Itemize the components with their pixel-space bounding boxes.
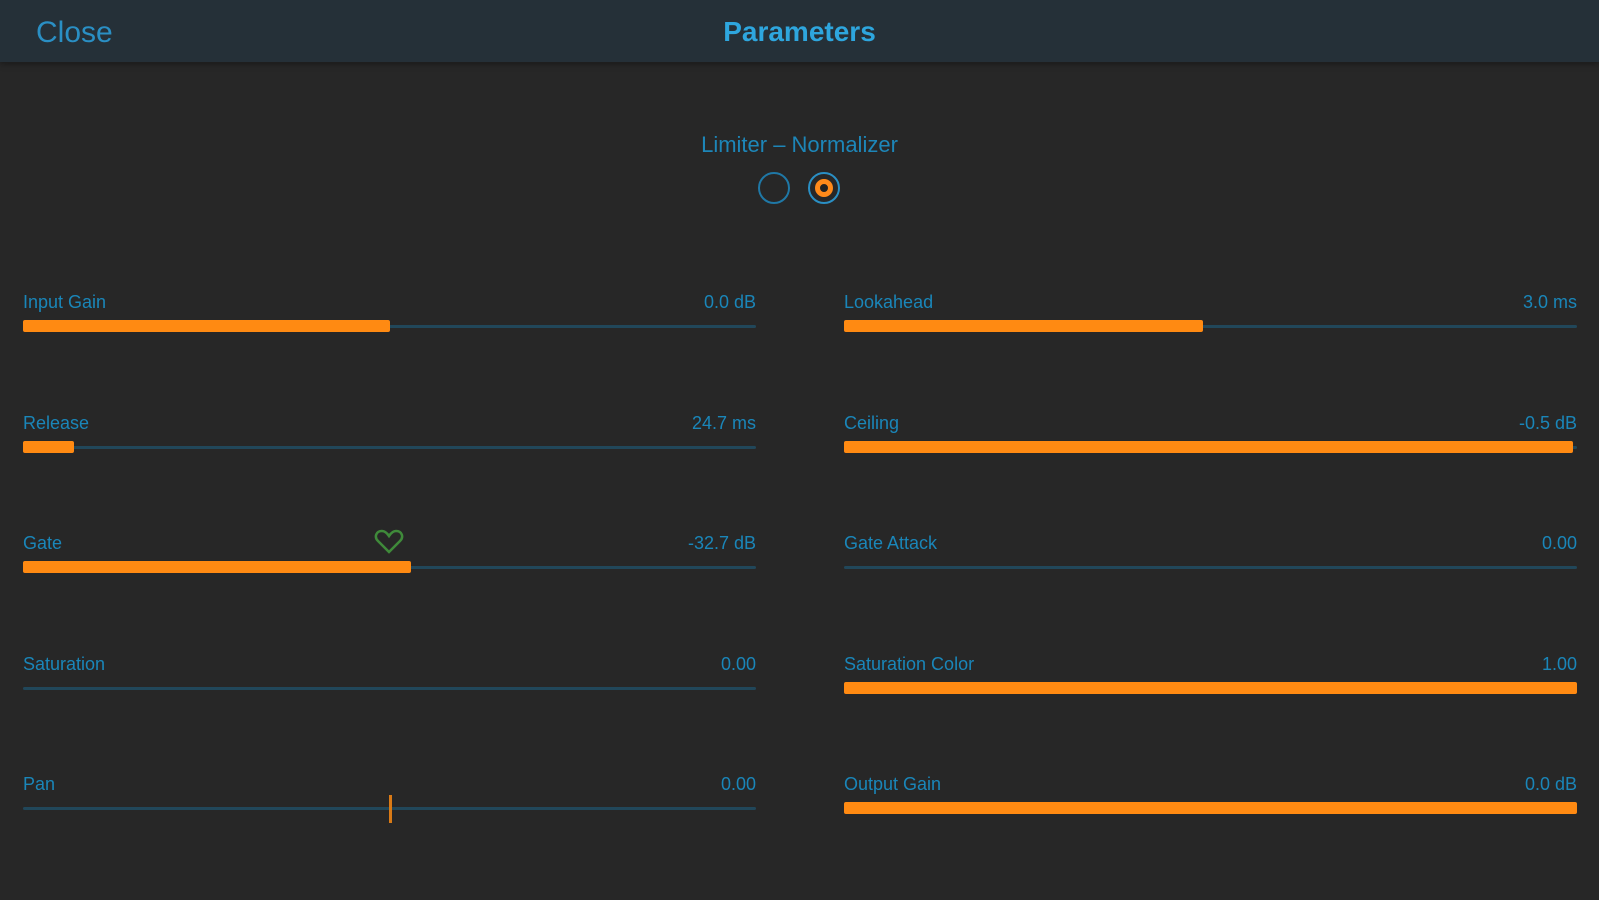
param-label: Gate: [23, 533, 63, 553]
param-label: Lookahead: [844, 292, 934, 312]
param-value: 0.0 dB: [703, 292, 756, 312]
param-value: 24.7 ms: [691, 413, 756, 433]
mode-title: Limiter – Normalizer: [701, 132, 898, 157]
saturation-slider[interactable]: [23, 687, 756, 690]
page-title: Parameters: [723, 16, 876, 47]
param-value: 0.00: [1541, 533, 1577, 553]
param-label: Input Gain: [23, 292, 107, 312]
param-value: 0.0 dB: [1524, 774, 1577, 794]
gate-slider[interactable]: [23, 561, 756, 573]
param-release: Release 24.7 ms: [23, 413, 756, 483]
slider-fill: [844, 441, 1574, 453]
param-gate-attack: Gate Attack 0.00: [844, 533, 1577, 603]
param-gate: Gate -32.7 dB: [23, 529, 756, 603]
heart-icon[interactable]: [374, 529, 404, 555]
param-label: Saturation: [23, 654, 106, 674]
close-button[interactable]: Close: [36, 16, 113, 49]
mode-radio-normalizer[interactable]: [808, 172, 840, 204]
param-saturation-color: Saturation Color 1.00: [844, 654, 1577, 724]
param-label: Gate Attack: [844, 533, 938, 553]
gate-attack-slider[interactable]: [844, 566, 1577, 569]
slider-fill: [844, 802, 1577, 814]
param-value: -32.7 dB: [687, 533, 756, 553]
slider-fill: [23, 561, 412, 573]
param-ceiling: Ceiling -0.5 dB: [844, 413, 1577, 483]
slider-fill: [844, 682, 1577, 694]
param-value: 3.0 ms: [1522, 292, 1577, 312]
slider-fill: [23, 320, 390, 332]
param-pan: Pan 0.00: [23, 774, 756, 844]
param-value: 1.00: [1541, 654, 1577, 674]
pan-center-marker: [388, 795, 392, 823]
param-saturation: Saturation 0.00: [23, 654, 756, 724]
release-slider[interactable]: [23, 441, 756, 453]
param-input-gain: Input Gain 0.0 dB: [23, 292, 756, 362]
pan-slider[interactable]: [23, 795, 756, 823]
param-label: Release: [23, 413, 90, 433]
mode-radio-limiter[interactable]: [758, 172, 790, 204]
param-label: Ceiling: [844, 413, 900, 433]
param-value: 0.00: [720, 654, 756, 674]
param-label: Pan: [23, 774, 56, 794]
saturation-color-slider[interactable]: [844, 682, 1577, 694]
param-label: Output Gain: [844, 774, 942, 794]
param-value: -0.5 dB: [1518, 413, 1577, 433]
output-gain-slider[interactable]: [844, 802, 1577, 814]
param-value: 0.00: [720, 774, 756, 794]
input-gain-slider[interactable]: [23, 320, 756, 332]
param-lookahead: Lookahead 3.0 ms: [844, 292, 1577, 362]
param-label: Saturation Color: [844, 654, 975, 674]
ceiling-slider[interactable]: [844, 441, 1577, 453]
slider-fill: [844, 320, 1204, 332]
slider-fill: [23, 441, 75, 453]
lookahead-slider[interactable]: [844, 320, 1577, 332]
top-bar: Close Parameters: [0, 0, 1599, 62]
param-output-gain: Output Gain 0.0 dB: [844, 774, 1577, 844]
